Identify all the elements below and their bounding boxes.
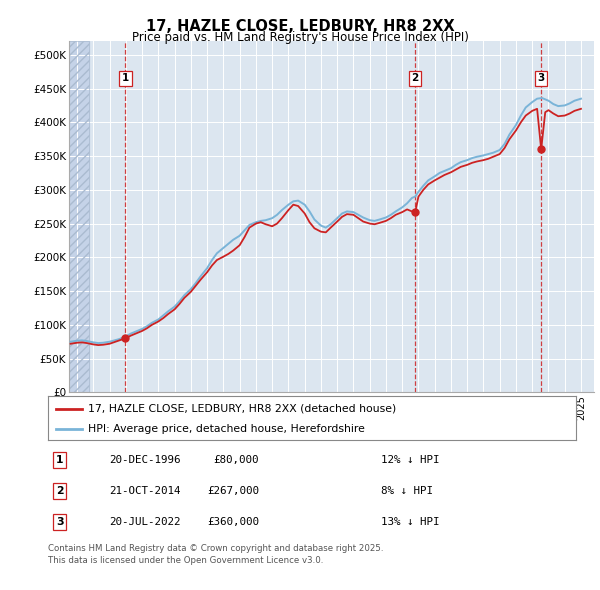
Text: 13% ↓ HPI: 13% ↓ HPI <box>380 517 439 527</box>
Text: 12% ↓ HPI: 12% ↓ HPI <box>380 455 439 465</box>
Text: HPI: Average price, detached house, Herefordshire: HPI: Average price, detached house, Here… <box>88 424 364 434</box>
Bar <box>69 41 89 392</box>
Text: Contains HM Land Registry data © Crown copyright and database right 2025.: Contains HM Land Registry data © Crown c… <box>48 544 383 553</box>
Text: This data is licensed under the Open Government Licence v3.0.: This data is licensed under the Open Gov… <box>48 556 323 565</box>
Text: 3: 3 <box>538 73 545 83</box>
Text: 1: 1 <box>122 73 129 83</box>
Text: Price paid vs. HM Land Registry's House Price Index (HPI): Price paid vs. HM Land Registry's House … <box>131 31 469 44</box>
Bar <box>69 41 89 392</box>
Text: 2: 2 <box>412 73 419 83</box>
Text: £267,000: £267,000 <box>207 486 259 496</box>
Text: 20-DEC-1996: 20-DEC-1996 <box>109 455 180 465</box>
Text: 3: 3 <box>56 517 64 527</box>
Text: £360,000: £360,000 <box>207 517 259 527</box>
Text: 1: 1 <box>56 455 64 465</box>
Text: 21-OCT-2014: 21-OCT-2014 <box>109 486 180 496</box>
Text: £80,000: £80,000 <box>214 455 259 465</box>
Text: 20-JUL-2022: 20-JUL-2022 <box>109 517 180 527</box>
Text: 2: 2 <box>56 486 64 496</box>
Text: 17, HAZLE CLOSE, LEDBURY, HR8 2XX (detached house): 17, HAZLE CLOSE, LEDBURY, HR8 2XX (detac… <box>88 404 396 414</box>
Text: 8% ↓ HPI: 8% ↓ HPI <box>380 486 433 496</box>
Text: 17, HAZLE CLOSE, LEDBURY, HR8 2XX: 17, HAZLE CLOSE, LEDBURY, HR8 2XX <box>146 19 454 34</box>
